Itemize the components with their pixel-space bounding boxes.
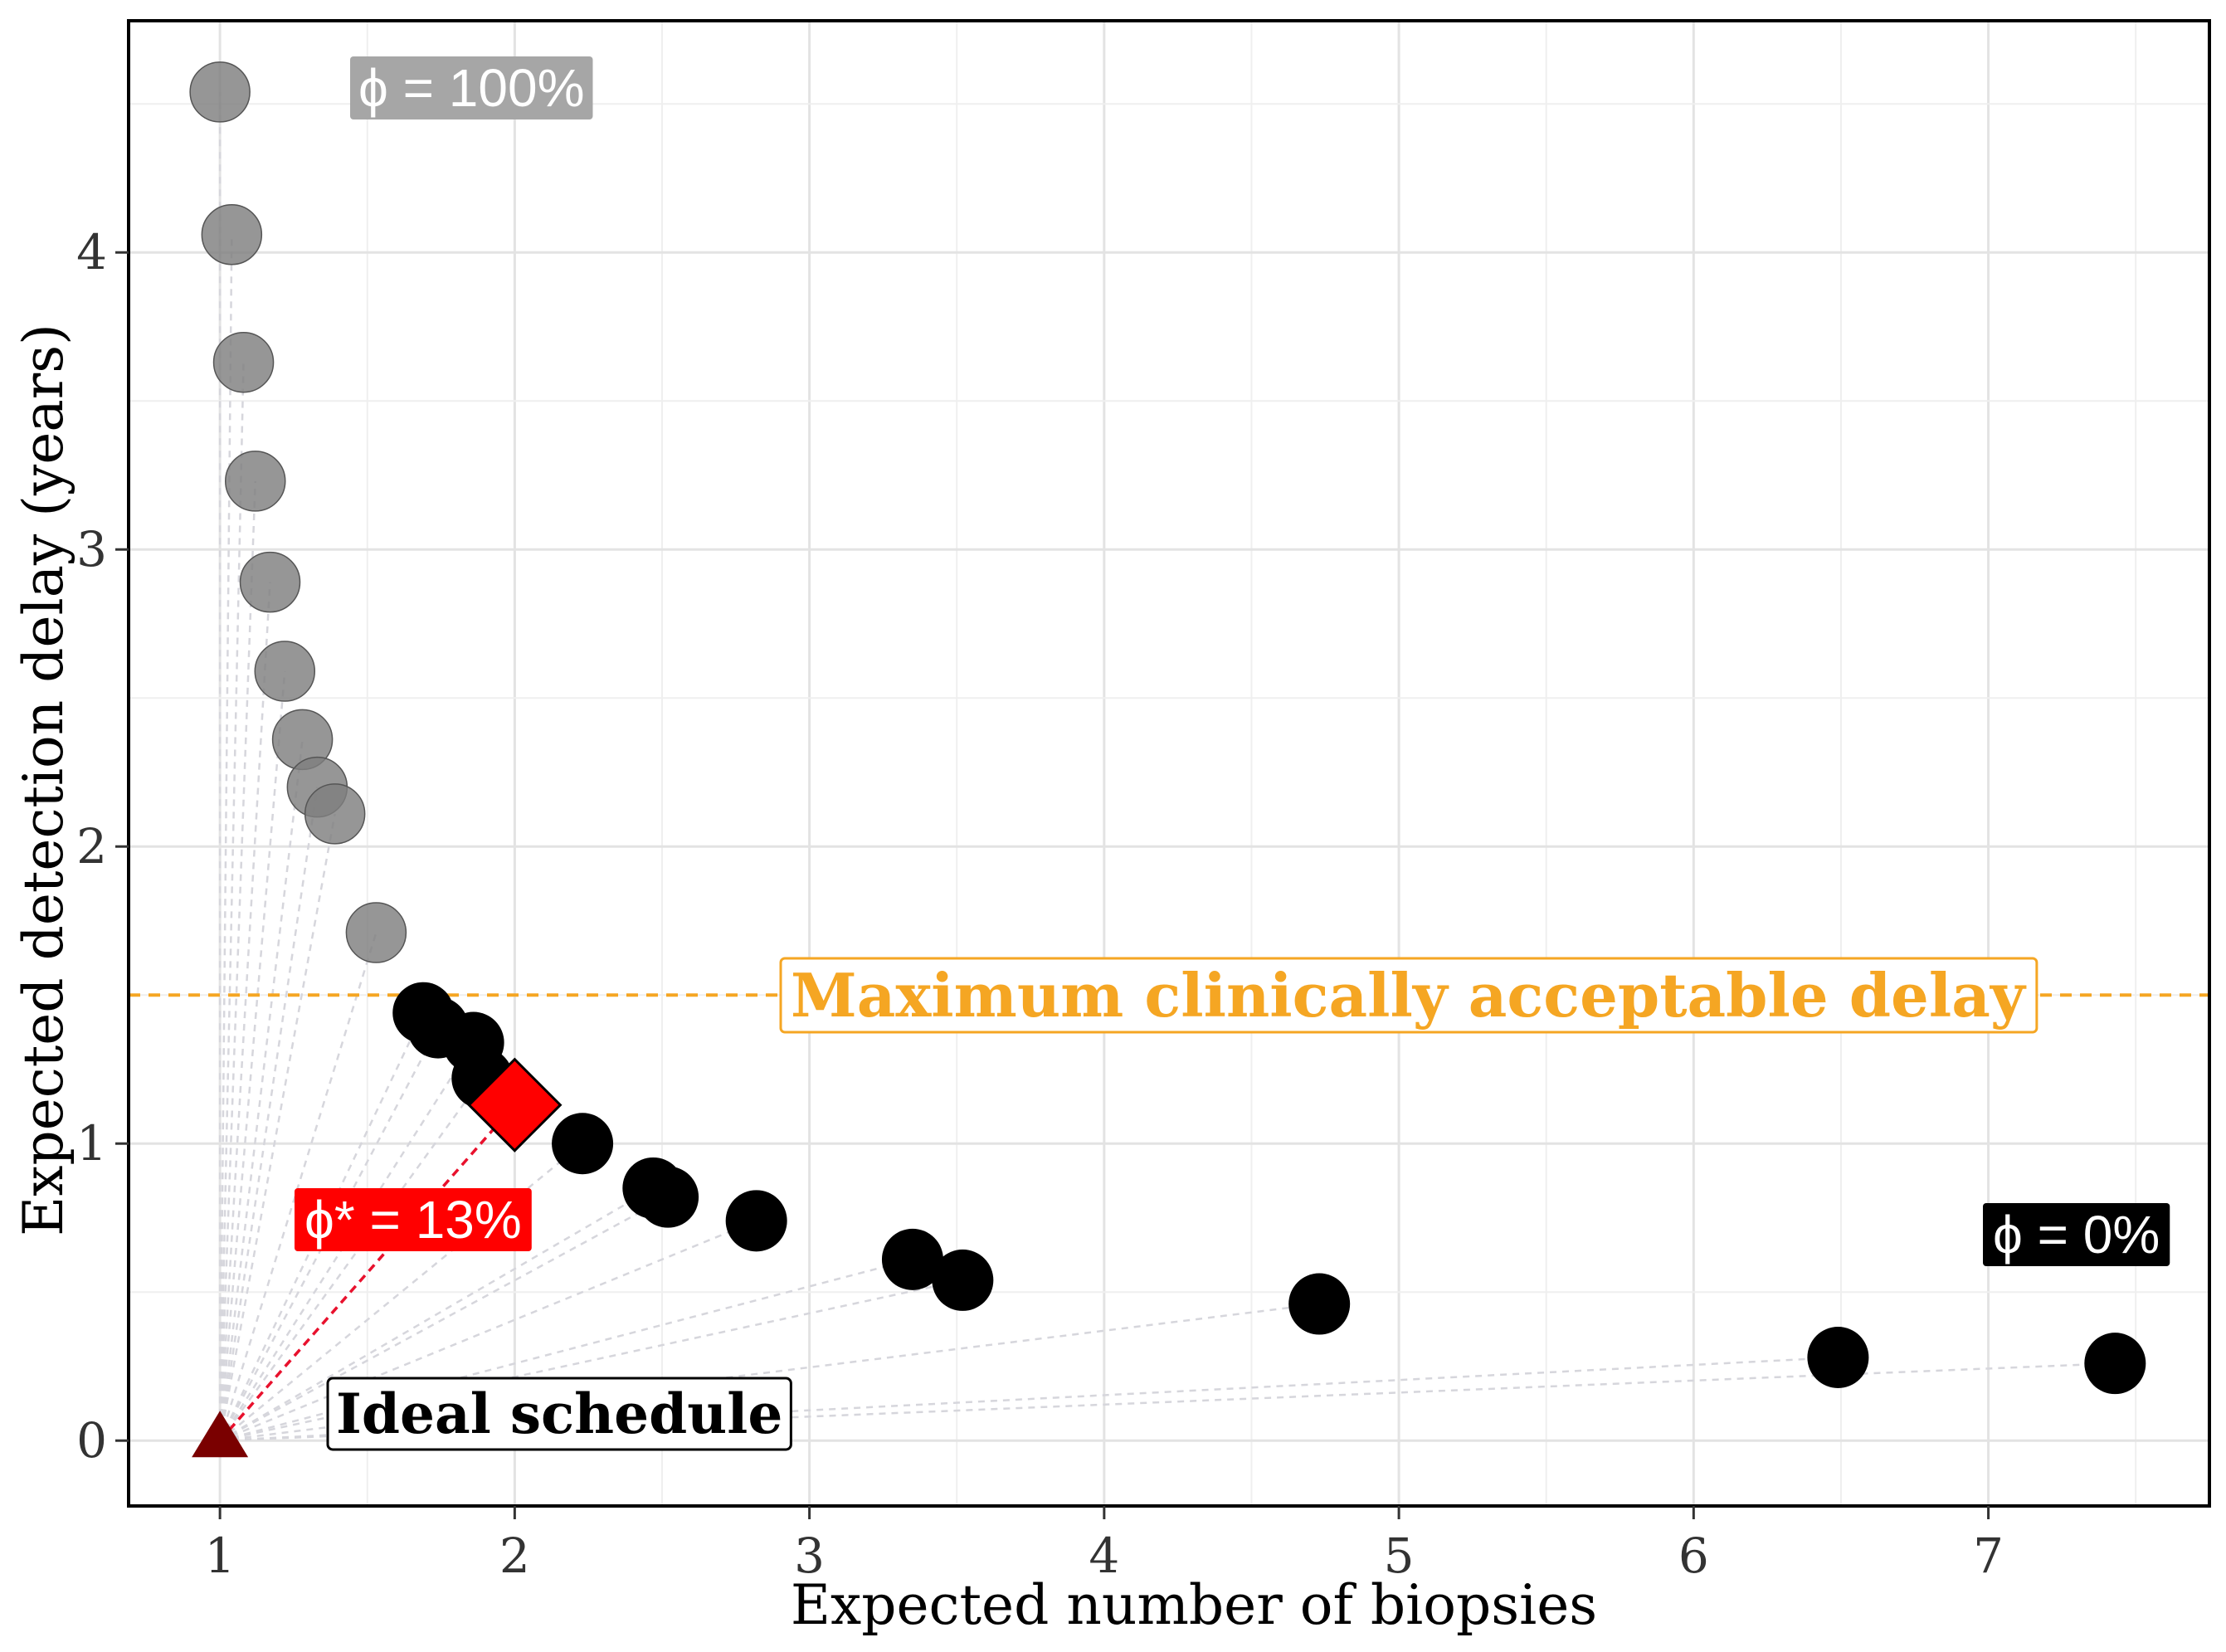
data-point-grey	[304, 783, 366, 845]
data-point-black	[552, 1113, 614, 1175]
connector-line	[219, 1187, 654, 1442]
data-point-grey	[239, 551, 301, 613]
y-tick-label: 0	[76, 1412, 107, 1469]
connector-line	[219, 1220, 757, 1442]
optimal-schedule-diamond	[467, 1057, 563, 1153]
ideal-schedule-triangle	[192, 1411, 249, 1458]
data-point-black	[1807, 1327, 1869, 1388]
data-point-grey	[254, 641, 316, 702]
connector-line	[218, 932, 377, 1441]
connector-line	[219, 1303, 1320, 1442]
y-tick-label: 4	[76, 224, 107, 280]
grid	[129, 21, 2209, 1506]
connector-line	[219, 1027, 440, 1441]
phi-max-label: ϕ = 100%	[350, 56, 593, 119]
data-point-grey	[212, 331, 275, 393]
data-point-black	[725, 1190, 787, 1252]
y-axis: 0 1 2 3 4	[76, 224, 129, 1469]
connector-line	[218, 582, 271, 1441]
x-tick-label: 2	[499, 1528, 530, 1584]
x-tick-label: 7	[1973, 1528, 2004, 1584]
y-tick-label: 3	[76, 521, 107, 577]
phi-min-label: ϕ = 0%	[1983, 1203, 2170, 1266]
data-point-black	[637, 1166, 699, 1228]
connector-line	[219, 1196, 669, 1442]
data-point-black	[1288, 1273, 1351, 1335]
x-tick-label: 3	[794, 1528, 825, 1584]
data-point-grey	[225, 451, 286, 512]
ideal-schedule-text: Ideal schedule	[336, 1382, 782, 1446]
data-points	[189, 61, 2146, 1458]
x-tick-label: 6	[1678, 1528, 1709, 1584]
connector-line	[218, 739, 304, 1441]
x-tick-label: 1	[205, 1528, 236, 1584]
connector-line	[218, 813, 336, 1441]
connector-line	[218, 362, 245, 1441]
data-point-grey	[201, 204, 263, 266]
max-delay-text: Maximum clinically acceptable delay	[791, 960, 2027, 1031]
connector-line	[218, 480, 257, 1441]
phi-min-text: ϕ = 0%	[1993, 1205, 2160, 1265]
connector-line	[219, 1041, 475, 1441]
phi-opt-label: ϕ* = 13%	[295, 1188, 532, 1251]
connector-line	[218, 234, 233, 1441]
data-point-grey	[345, 902, 407, 963]
connector-line	[218, 670, 286, 1441]
ideal-schedule-label: Ideal schedule	[326, 1377, 792, 1451]
connector-line	[220, 1356, 1839, 1442]
x-axis: 1 2 3 4 5 6 7	[205, 1506, 2004, 1584]
data-point-black	[932, 1249, 994, 1311]
connector-line	[218, 787, 319, 1441]
x-tick-label: 4	[1089, 1528, 1119, 1584]
data-point-grey	[189, 61, 251, 123]
x-axis-label: Expected number of biopsies	[791, 1573, 1597, 1637]
x-tick-label: 5	[1384, 1528, 1415, 1584]
plot-border	[127, 19, 2211, 1508]
phi-max-text: ϕ = 100%	[358, 58, 584, 118]
data-point-black	[2084, 1333, 2146, 1395]
y-tick-label: 2	[76, 818, 107, 875]
max-delay-label: Maximum clinically acceptable delay	[779, 957, 2038, 1034]
y-axis-label: Expected detection delay (years)	[12, 324, 75, 1236]
optimal-link-line	[218, 1104, 516, 1442]
y-tick-label: 1	[76, 1115, 107, 1172]
data-point-black	[881, 1228, 943, 1290]
phi-opt-text: ϕ* = 13%	[304, 1190, 522, 1250]
